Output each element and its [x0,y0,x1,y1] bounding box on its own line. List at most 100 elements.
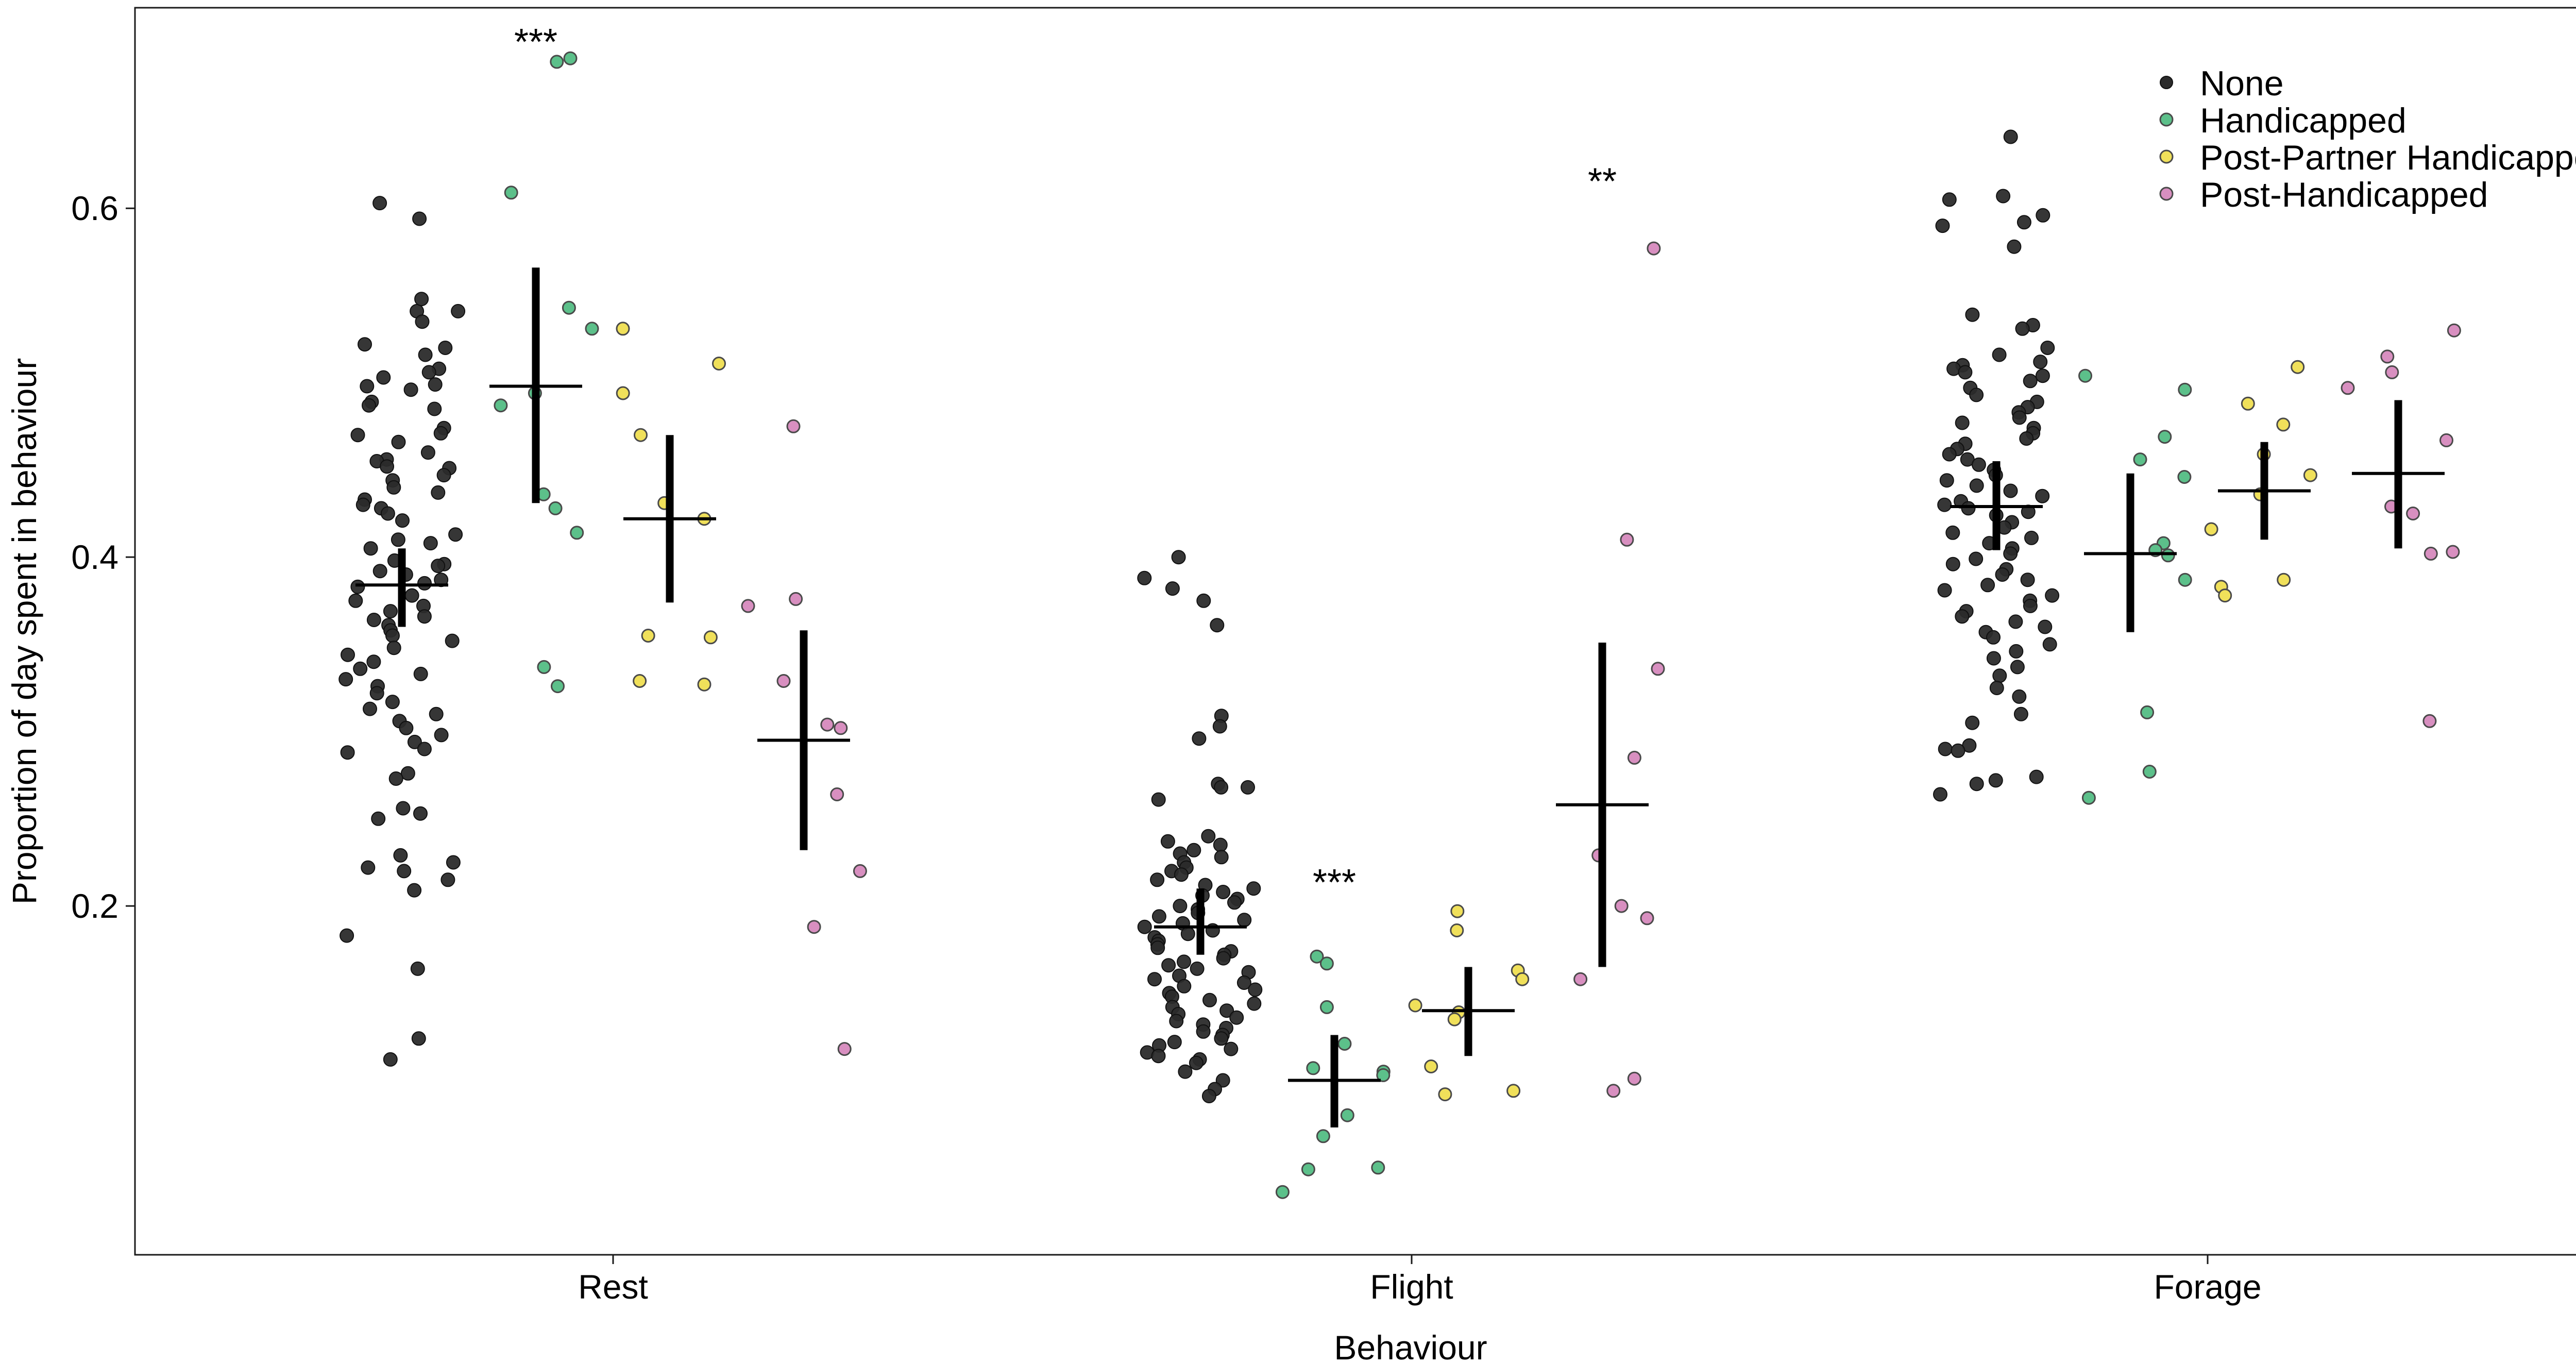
data-point [2015,321,2030,336]
data-point [2341,381,2355,395]
legend-marker [2159,149,2174,164]
data-point [1187,843,1201,857]
data-point [1196,593,1211,608]
data-point [363,541,378,556]
data-point [400,766,415,781]
data-point [1408,998,1422,1013]
data-point [412,211,427,226]
data-point [1137,919,1152,934]
data-point [1424,1059,1438,1073]
data-point [1337,1037,1352,1051]
data-point [1935,218,1950,233]
data-point [1319,1000,1334,1014]
data-point [2009,644,2024,659]
data-point [428,377,443,392]
data-point [2133,452,2147,467]
data-point [1189,1055,1204,1070]
data-point [2024,530,2039,545]
data-point [1150,940,1165,955]
data-point [2042,637,2057,652]
data-point [550,55,564,69]
x-axis: Rest Flight Forage [578,1255,2262,1306]
x-tick-label: Rest [578,1268,648,1306]
data-point [361,860,376,875]
data-point [411,1031,426,1046]
data-point [360,379,375,394]
data-point [1165,581,1180,596]
data-point [2003,129,2018,144]
data-point [372,196,387,211]
data-point [1969,551,1984,566]
data-point [429,706,444,721]
data-point [1237,913,1252,928]
data-point [1939,473,1954,488]
data-point [1938,742,1953,756]
data-point [820,717,835,732]
data-point [388,771,403,786]
data-point [1310,949,1324,964]
data-point [641,629,655,643]
significance-label: *** [1313,862,1356,903]
data-point [2158,430,2172,444]
data-point [1190,961,1205,976]
data-point [1937,583,1952,598]
data-point [415,314,430,329]
data-point [1316,1129,1330,1143]
data-point [1171,550,1186,565]
data-point [2446,545,2460,559]
data-point [2276,417,2291,432]
data-points [338,51,2461,1199]
data-point [369,686,384,701]
data-point [2016,215,2031,230]
data-point [1160,834,1175,849]
data-point [1201,1089,1216,1103]
data-point [786,419,801,433]
data-point [391,434,406,449]
mean-and-ci-markers [355,267,2445,1128]
y-axis-title: Proportion of day spent in behaviour [5,358,43,904]
data-point [2019,431,2034,446]
data-point [616,386,630,400]
data-point [1174,867,1189,882]
data-point [1965,307,1980,322]
data-point [350,579,365,594]
data-point [834,721,848,735]
data-point [1241,780,1255,795]
legend-label: Post-Handicapped [2200,175,2488,214]
data-point [2380,349,2395,364]
y-tick-label: 0.6 [71,189,118,227]
data-point [1992,347,2007,362]
data-point [548,501,563,515]
legend-label: None [2200,64,2284,103]
data-point [414,292,429,307]
data-point [1236,975,1251,990]
data-point [385,628,400,643]
data-point [1192,731,1207,746]
data-point [1151,909,1166,924]
data-point [1992,668,2007,683]
data-point [2078,368,2092,383]
data-point [433,426,448,441]
data-point [1986,651,2001,666]
data-point [371,811,386,826]
data-point [2012,689,2027,704]
data-point [383,604,398,619]
data-point [2241,396,2255,411]
data-point [1340,1108,1354,1122]
data-point [2277,573,2291,587]
data-point [417,609,432,624]
data-point [1651,662,1665,676]
data-point [1627,750,1641,765]
data-point [1640,911,1654,926]
data-point [2424,546,2438,561]
data-point [341,647,355,662]
data-point [1178,1064,1193,1079]
data-point [396,801,411,816]
data-point [2023,598,2038,613]
x-tick-label: Flight [1370,1268,1453,1306]
data-point [1627,1071,1641,1086]
data-point [1137,570,1152,585]
data-point [1573,972,1588,986]
data-point [741,599,755,613]
significance-label: ** [1588,161,1617,203]
